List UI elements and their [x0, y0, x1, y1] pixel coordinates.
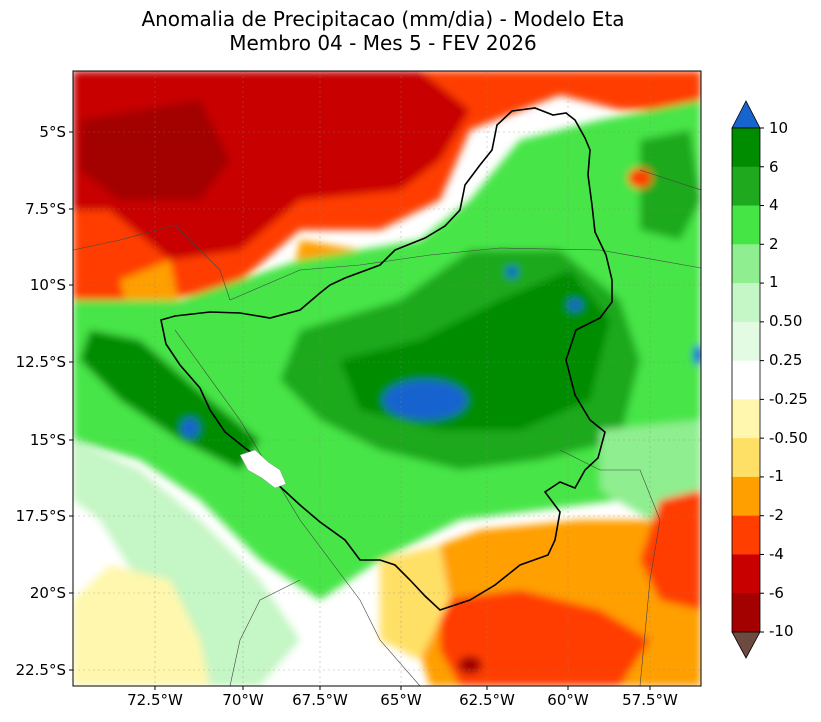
- colorbar-segment: [732, 283, 760, 323]
- y-tick-label: 12.5°S: [15, 353, 66, 371]
- field-margin-lightgreen: [73, 440, 300, 686]
- field-max-blue4: [568, 299, 582, 311]
- field-southeast-dry: [640, 490, 701, 610]
- colorbar-segment: [732, 554, 760, 594]
- field-south-yellow: [380, 545, 450, 660]
- colorbar-segment: [732, 515, 760, 555]
- field-west-wet: [80, 330, 260, 470]
- field-max-blue5: [693, 345, 701, 365]
- colorbar-segment: [732, 360, 760, 400]
- x-tick-label: 65°W: [380, 691, 422, 709]
- colorbar-label: 6: [769, 158, 779, 176]
- map-title-line2: Membro 04 - Mes 5 - FEV 2026: [229, 31, 537, 55]
- colorbar: [731, 100, 764, 659]
- x-tick-label: 72.5°W: [127, 691, 183, 709]
- field-margin-lightgreen2: [600, 420, 701, 520]
- country-borders: [73, 169, 701, 686]
- colorbar-over-arrow: [731, 100, 761, 129]
- colorbar-label: -4: [769, 545, 784, 563]
- x-tick-label: 70°W: [222, 691, 264, 709]
- colorbar-label: 1: [769, 273, 779, 291]
- basin-outline: [160, 107, 613, 611]
- colorbar-under-arrow: [731, 631, 761, 659]
- colorbar-label: -6: [769, 584, 784, 602]
- colorbar-label: -1: [769, 467, 784, 485]
- field-northwest-extreme: [80, 100, 230, 200]
- field-south-drier: [440, 590, 650, 686]
- axis-ticks: [69, 131, 651, 690]
- colorbar-segment: [732, 166, 760, 207]
- colorbar-label: 0.50: [769, 312, 803, 330]
- x-tick-label: 57.5°W: [622, 691, 678, 709]
- colorbar-segment: [732, 593, 760, 633]
- colorbar-label: -0.50: [769, 429, 808, 447]
- y-tick-label: 17.5°S: [15, 507, 66, 525]
- colorbar-label: 2: [769, 235, 779, 253]
- x-tick-label: 67.5°W: [292, 691, 348, 709]
- field-max-blue3: [506, 266, 518, 278]
- colorbar-label: 4: [769, 196, 779, 214]
- field-max-blue2: [181, 418, 199, 438]
- y-tick-label: 20°S: [29, 584, 66, 602]
- y-tick-label: 7.5°S: [25, 200, 66, 218]
- colorbar-segment: [732, 399, 760, 439]
- field-min-1: [458, 656, 482, 674]
- x-tick-label: 60°W: [547, 691, 589, 709]
- x-tick-label: 62.5°W: [459, 691, 515, 709]
- y-tick-label: 10°S: [29, 276, 66, 294]
- y-tick-label: 22.5°S: [15, 661, 66, 679]
- colorbar-label: -10: [769, 622, 794, 640]
- map-field: [73, 71, 701, 686]
- colorbar-label: -0.25: [769, 390, 808, 408]
- colorbar-label: 0.25: [769, 351, 803, 369]
- y-tick-label: 15°S: [29, 431, 66, 449]
- y-tick-label: 5°S: [39, 123, 66, 141]
- colorbar-segment: [732, 205, 760, 245]
- lake: [239, 449, 287, 489]
- field-southwest-pale: [73, 565, 210, 686]
- colorbar-segment: [732, 128, 760, 168]
- colorbar-segment: [732, 476, 760, 517]
- colorbar-label: 10: [769, 119, 789, 137]
- field-east-wet: [640, 130, 701, 240]
- colorbar-segment: [732, 438, 760, 478]
- field-min-2: [628, 168, 652, 188]
- field-max-blue1: [383, 380, 467, 420]
- map-frame: [72, 70, 702, 687]
- colorbar-label: -2: [769, 506, 784, 524]
- colorbar-segment: [732, 321, 760, 362]
- colorbar-segment: [732, 244, 760, 284]
- map-title-line1: Anomalia de Precipitacao (mm/dia) - Mode…: [141, 7, 625, 31]
- colorbar-frame: [731, 127, 761, 633]
